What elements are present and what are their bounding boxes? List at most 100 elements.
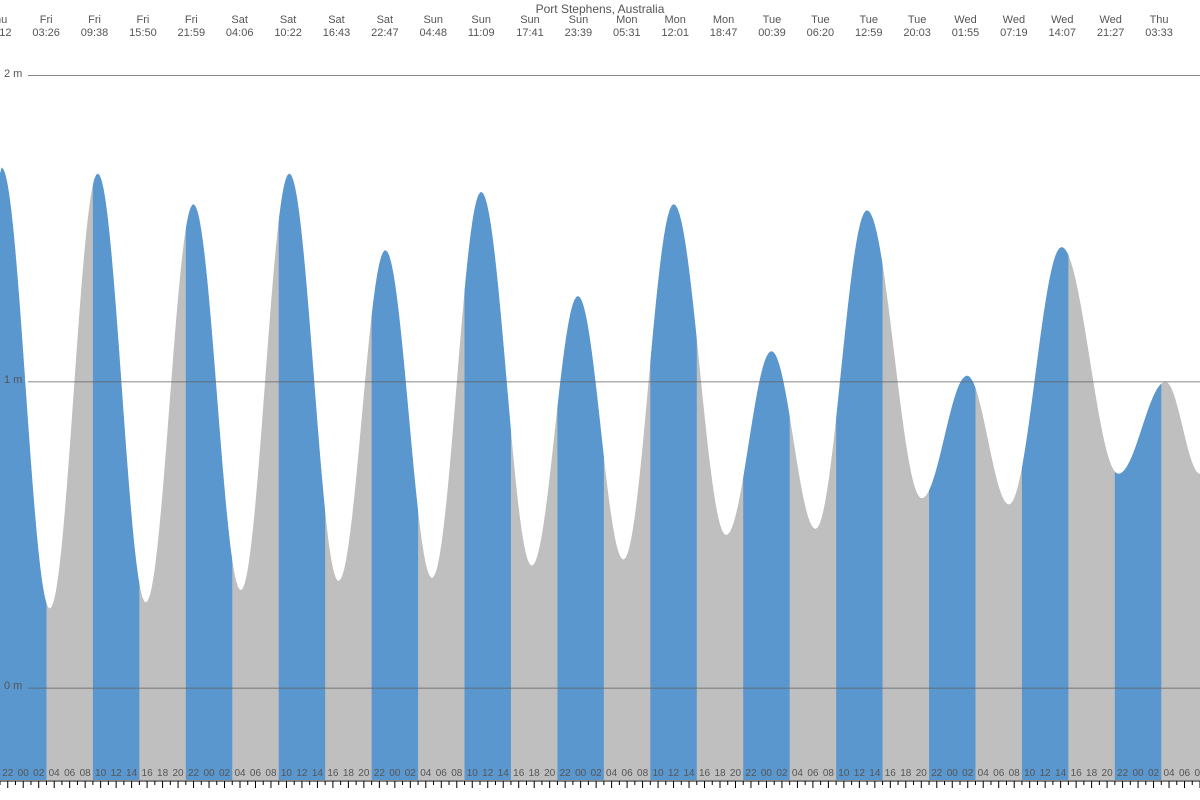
- x-hour-label: 04: [49, 768, 60, 779]
- tide-time-label: Fri03:26: [32, 14, 60, 39]
- x-hour-label: 02: [1148, 768, 1159, 779]
- x-hour-label: 20: [1102, 768, 1113, 779]
- x-hour-label: 04: [792, 768, 803, 779]
- tide-time-day: Wed: [1049, 14, 1077, 27]
- x-hour-label: 00: [1133, 768, 1144, 779]
- x-hour-label: 14: [1055, 768, 1066, 779]
- tide-time-hour: 05:31: [613, 27, 641, 40]
- x-hour-label: 14: [683, 768, 694, 779]
- tide-time-day: Mon: [710, 14, 738, 27]
- x-hour-label: 22: [188, 768, 199, 779]
- tide-time-hour: 21:59: [178, 27, 206, 40]
- x-hour-label: 22: [2, 768, 13, 779]
- tide-time-day: Wed: [1097, 14, 1125, 27]
- tide-time-label: Sat22:47: [371, 14, 399, 39]
- x-hour-label: 18: [343, 768, 354, 779]
- x-hour-label: 04: [234, 768, 245, 779]
- tide-time-hour: 17:41: [516, 27, 544, 40]
- tide-time-hour: 09:38: [81, 27, 109, 40]
- x-hour-label: 10: [281, 768, 292, 779]
- tide-time-label: Tue06:20: [807, 14, 835, 39]
- x-hour-label: 22: [931, 768, 942, 779]
- tide-time-day: Tue: [855, 14, 883, 27]
- x-hour-label: 00: [18, 768, 29, 779]
- tide-time-hour: 11:09: [468, 27, 495, 40]
- x-hour-label: 00: [389, 768, 400, 779]
- tide-time-day: Sun: [468, 14, 495, 27]
- x-hour-label: 22: [374, 768, 385, 779]
- x-hour-label: 06: [993, 768, 1004, 779]
- tide-time-day: Mon: [661, 14, 689, 27]
- tide-time-hour: 12:59: [855, 27, 883, 40]
- tide-time-label: Thu03:33: [1145, 14, 1173, 39]
- x-hour-label: 20: [730, 768, 741, 779]
- x-hour-label: 10: [467, 768, 478, 779]
- tide-time-day: Fri: [81, 14, 109, 27]
- x-hour-label: 14: [312, 768, 323, 779]
- tide-time-day: Tue: [903, 14, 931, 27]
- tide-time-label: Wed07:19: [1000, 14, 1028, 39]
- tide-time-hour: 21:12: [0, 27, 12, 40]
- tide-time-day: Thu: [0, 14, 12, 27]
- x-hour-label: 14: [498, 768, 509, 779]
- tide-time-label: Sun04:48: [419, 14, 447, 39]
- tide-time-label: Wed21:27: [1097, 14, 1125, 39]
- x-hour-label: 06: [1179, 768, 1190, 779]
- tide-time-day: Sun: [516, 14, 544, 27]
- tide-time-label: Mon12:01: [661, 14, 689, 39]
- x-hour-label: 14: [869, 768, 880, 779]
- y-axis-label: 0 m: [4, 680, 22, 692]
- x-hour-label: 16: [513, 768, 524, 779]
- x-hour-label: 20: [544, 768, 555, 779]
- tide-time-hour: 04:48: [419, 27, 447, 40]
- x-hour-label: 06: [250, 768, 261, 779]
- x-hour-label: 02: [591, 768, 602, 779]
- tide-time-hour: 00:39: [758, 27, 786, 40]
- y-axis-label: 2 m: [4, 68, 22, 80]
- x-hour-label: 08: [823, 768, 834, 779]
- tide-time-day: Sat: [323, 14, 351, 27]
- x-hour-label: 06: [436, 768, 447, 779]
- x-hour-label: 08: [265, 768, 276, 779]
- x-hour-label: 04: [1163, 768, 1174, 779]
- tide-time-label: Sun11:09: [468, 14, 495, 39]
- x-hour-label: 10: [653, 768, 664, 779]
- x-hour-label: 18: [1086, 768, 1097, 779]
- tide-time-label: Thu21:12: [0, 14, 12, 39]
- x-hour-label: 16: [885, 768, 896, 779]
- x-hour-label: 20: [358, 768, 369, 779]
- x-hour-label: 20: [916, 768, 927, 779]
- x-hour-label: 18: [714, 768, 725, 779]
- tide-time-hour: 06:20: [807, 27, 835, 40]
- x-hour-label: 18: [157, 768, 168, 779]
- x-hour-label: 08: [1009, 768, 1020, 779]
- tide-time-label: Sun23:39: [565, 14, 593, 39]
- x-hour-label: 06: [64, 768, 75, 779]
- x-hour-label: 18: [900, 768, 911, 779]
- tide-time-day: Fri: [32, 14, 60, 27]
- x-hour-label: 10: [95, 768, 106, 779]
- tide-time-label: Tue20:03: [903, 14, 931, 39]
- x-hour-label: 12: [482, 768, 493, 779]
- tide-time-hour: 12:01: [661, 27, 689, 40]
- tide-time-hour: 21:27: [1097, 27, 1125, 40]
- tide-time-label: Tue12:59: [855, 14, 883, 39]
- y-axis-label: 1 m: [4, 374, 22, 386]
- tide-time-label: Wed14:07: [1049, 14, 1077, 39]
- x-hour-label: 12: [296, 768, 307, 779]
- tide-time-day: Sat: [226, 14, 254, 27]
- x-hour-label: 00: [203, 768, 214, 779]
- tide-time-hour: 03:26: [32, 27, 60, 40]
- x-hour-label: 16: [142, 768, 153, 779]
- tide-time-label: Mon05:31: [613, 14, 641, 39]
- x-hour-label: 10: [1024, 768, 1035, 779]
- x-hour-label: 02: [33, 768, 44, 779]
- x-hour-label: 02: [219, 768, 230, 779]
- x-hour-label: 12: [854, 768, 865, 779]
- x-hour-label: 22: [745, 768, 756, 779]
- tide-time-day: Sun: [419, 14, 447, 27]
- x-hour-label: 20: [173, 768, 184, 779]
- tide-time-label: Tue00:39: [758, 14, 786, 39]
- tide-time-label: Sat16:43: [323, 14, 351, 39]
- x-hour-label: 02: [405, 768, 416, 779]
